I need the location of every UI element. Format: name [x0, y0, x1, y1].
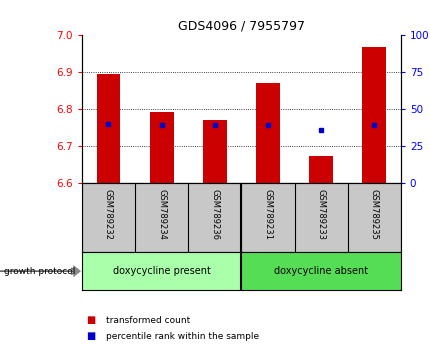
Text: transformed count: transformed count [105, 316, 189, 325]
Bar [149, 112, 173, 183]
Bar [96, 74, 120, 183]
Text: GSM789231: GSM789231 [263, 189, 272, 240]
Text: doxycycline absent: doxycycline absent [273, 266, 367, 276]
Text: GSM789233: GSM789233 [316, 189, 325, 240]
Bar [255, 83, 279, 183]
Text: ■: ■ [86, 315, 95, 325]
Bar [362, 47, 385, 183]
Text: GSM789236: GSM789236 [210, 189, 219, 240]
Polygon shape [241, 252, 400, 290]
Title: GDS4096 / 7955797: GDS4096 / 7955797 [178, 20, 304, 33]
Polygon shape [82, 252, 241, 290]
Bar [203, 120, 226, 183]
Text: ■: ■ [86, 331, 95, 341]
Bar [308, 155, 332, 183]
Text: percentile rank within the sample: percentile rank within the sample [105, 332, 258, 341]
Text: doxycycline present: doxycycline present [112, 266, 210, 276]
Text: GSM789235: GSM789235 [369, 189, 378, 240]
Text: GSM789232: GSM789232 [104, 189, 113, 240]
Text: growth protocol: growth protocol [4, 267, 76, 276]
Text: GSM789234: GSM789234 [157, 189, 166, 240]
